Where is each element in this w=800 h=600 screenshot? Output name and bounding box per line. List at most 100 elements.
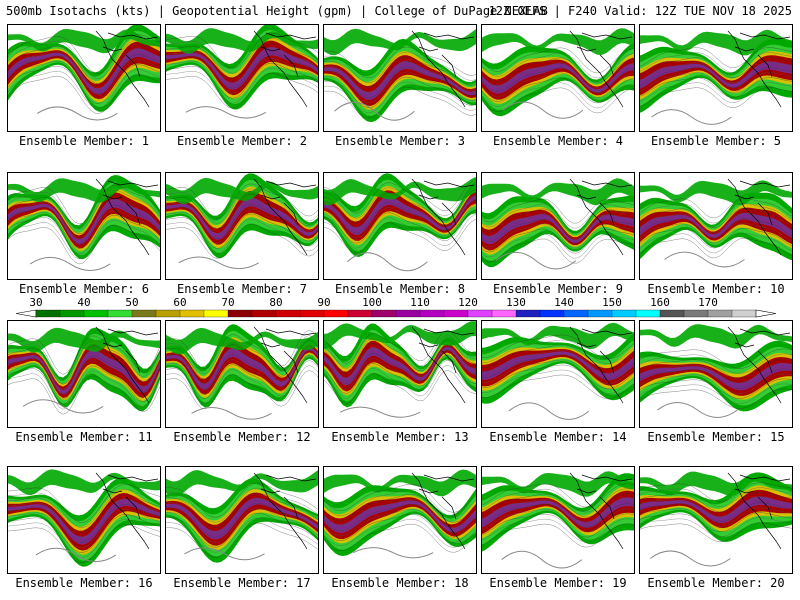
ensemble-member-caption: Ensemble Member: 3 bbox=[334, 134, 466, 148]
isotach-band bbox=[640, 29, 792, 56]
height-contour bbox=[324, 498, 476, 528]
height-contour bbox=[166, 512, 318, 548]
height-contour bbox=[166, 193, 318, 229]
colorbar-swatch bbox=[491, 309, 517, 318]
colorbar-swatch bbox=[659, 309, 685, 318]
colorbar-swatch bbox=[227, 309, 253, 318]
coastline bbox=[411, 30, 475, 108]
isotach-band bbox=[166, 47, 318, 90]
height-contour bbox=[324, 508, 476, 538]
isotach-band bbox=[482, 28, 634, 56]
ensemble-member-map bbox=[323, 172, 477, 280]
height-contour bbox=[324, 184, 476, 219]
isotach-band bbox=[324, 177, 476, 206]
height-contour bbox=[8, 69, 160, 109]
height-contour bbox=[166, 203, 318, 239]
jet-stream-map bbox=[640, 178, 792, 268]
colorbar-swatch bbox=[347, 309, 373, 318]
height-contour bbox=[166, 487, 318, 523]
ensemble-member-caption: Ensemble Member: 15 bbox=[647, 430, 785, 444]
gray-contour bbox=[501, 550, 583, 569]
isotach-band bbox=[324, 28, 476, 56]
ensemble-member-map bbox=[639, 320, 793, 428]
isotach-colorbar: 30 40 50 60 70 80 90 100 110 120 130 140 150 160 170 bbox=[14, 296, 786, 320]
height-contour bbox=[324, 344, 476, 379]
height-contour bbox=[324, 359, 476, 394]
height-contour bbox=[166, 32, 318, 69]
ensemble-member-caption: Ensemble Member: 19 bbox=[489, 576, 627, 590]
isotach-band bbox=[166, 327, 318, 355]
height-contour bbox=[640, 497, 792, 518]
colorbar-tick-label: 170 bbox=[698, 296, 718, 309]
height-contour bbox=[640, 353, 792, 374]
height-contour bbox=[324, 518, 476, 548]
coastline bbox=[727, 472, 791, 550]
colorbar-graphic: 30 40 50 60 70 80 90 100 110 120 130 140 150 160 170 bbox=[15, 296, 777, 318]
height-contour bbox=[8, 54, 160, 94]
jet-stream-map bbox=[8, 25, 160, 121]
ensemble-member-map bbox=[7, 466, 161, 574]
height-contour bbox=[8, 39, 160, 79]
height-contour bbox=[640, 348, 792, 369]
height-contour bbox=[166, 188, 318, 224]
jet-stream-map bbox=[166, 324, 318, 420]
ensemble-member-map bbox=[481, 320, 635, 428]
height-contour bbox=[8, 489, 160, 528]
height-contour bbox=[640, 507, 792, 528]
isotach-band bbox=[640, 180, 792, 206]
height-contour bbox=[166, 482, 318, 518]
height-contour bbox=[8, 204, 160, 245]
height-contour bbox=[640, 62, 792, 83]
coastline bbox=[727, 178, 791, 256]
height-contour bbox=[166, 360, 318, 400]
height-contour bbox=[166, 223, 318, 259]
height-contour bbox=[8, 44, 160, 84]
height-contour bbox=[482, 354, 634, 380]
height-contour bbox=[324, 503, 476, 533]
ensemble-member-caption: Ensemble Member: 8 bbox=[334, 282, 466, 296]
height-contour bbox=[8, 34, 160, 74]
height-contour bbox=[166, 72, 318, 109]
height-contour bbox=[324, 46, 476, 79]
ensemble-member-caption: Ensemble Member: 14 bbox=[489, 430, 627, 444]
height-contour bbox=[166, 335, 318, 375]
height-contour bbox=[8, 224, 160, 265]
height-contour bbox=[324, 219, 476, 254]
gray-contour bbox=[339, 406, 421, 418]
figure-title: 500mb Isotachs (kts) | Geopotential Heig… bbox=[6, 4, 548, 18]
height-contour bbox=[166, 42, 318, 79]
height-contour bbox=[166, 370, 318, 410]
isotach-band bbox=[640, 496, 792, 524]
height-contour bbox=[166, 345, 318, 385]
height-contour bbox=[482, 483, 634, 508]
gray-contour bbox=[35, 547, 117, 563]
ensemble-member-caption: Ensemble Member: 11 bbox=[15, 430, 153, 444]
isotach-band bbox=[324, 61, 476, 100]
height-contour bbox=[640, 232, 792, 254]
height-contour bbox=[640, 512, 792, 533]
height-contour bbox=[482, 493, 634, 518]
height-contour bbox=[482, 364, 634, 390]
colorbar-tick-label: 120 bbox=[458, 296, 478, 309]
height-contour bbox=[482, 198, 634, 224]
height-contour bbox=[482, 374, 634, 400]
gray-contour bbox=[649, 550, 731, 567]
height-contour bbox=[8, 74, 160, 114]
height-contour bbox=[166, 492, 318, 528]
ensemble-member-caption: Ensemble Member: 17 bbox=[173, 576, 311, 590]
isotach-band bbox=[8, 343, 160, 398]
isotach-band bbox=[324, 195, 476, 235]
height-contour bbox=[166, 507, 318, 543]
height-contour bbox=[166, 52, 318, 89]
colorbar-swatch bbox=[35, 309, 61, 318]
height-contour bbox=[482, 498, 634, 523]
height-contour bbox=[482, 52, 634, 79]
height-contour bbox=[8, 499, 160, 538]
isotach-band bbox=[324, 346, 476, 386]
height-contour bbox=[166, 218, 318, 254]
height-contour bbox=[166, 522, 318, 558]
height-contour bbox=[482, 518, 634, 543]
height-contour bbox=[166, 67, 318, 104]
isotach-band bbox=[166, 497, 318, 540]
height-contour bbox=[324, 51, 476, 84]
